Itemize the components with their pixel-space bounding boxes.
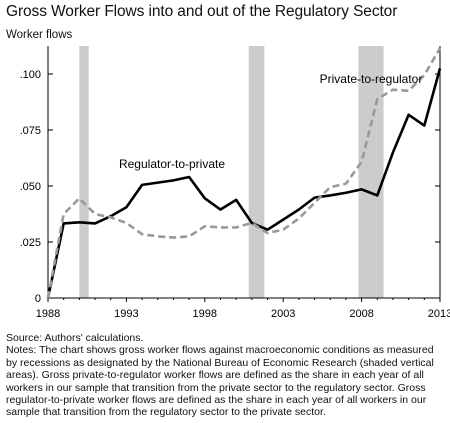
y-tick-label: .050 — [20, 181, 41, 193]
chart-notes: Source: Authors' calculations. Notes: Th… — [6, 332, 446, 419]
recession-bands — [79, 46, 384, 298]
series-lines — [46, 47, 442, 299]
series-line-1 — [46, 47, 442, 299]
y-tick-label: .025 — [20, 237, 41, 249]
series-annotation: Regulator-to-private — [119, 157, 225, 171]
x-tick-label: 2008 — [349, 308, 373, 320]
axes: 0 .025 .050 .075 .100 1988 1993 1998 2003 2008 201… — [20, 46, 450, 320]
recession-band-1 — [248, 46, 265, 298]
x-tick-label: 2003 — [271, 308, 295, 320]
y-axis-label: Worker flows — [6, 29, 73, 41]
plot-frame — [47, 46, 441, 299]
x-tick-label: 1993 — [114, 308, 138, 320]
y-tick-label: .075 — [20, 125, 41, 137]
series-line-0 — [46, 68, 442, 299]
recession-band-2 — [358, 46, 384, 298]
y-tick-label: 0 — [35, 293, 41, 305]
source-note: Source: Authors' calculations. — [6, 332, 144, 344]
series-annotations: Private-to-regulator Regulator-to-private — [119, 72, 422, 171]
notes-text: Notes: The chart shows gross worker flow… — [6, 344, 434, 419]
x-tick-label: 1998 — [193, 308, 217, 320]
y-tick-label: .100 — [20, 69, 41, 81]
x-tick-label: 1988 — [36, 308, 60, 320]
series-annotation: Private-to-regulator — [320, 72, 423, 86]
chart-title: Gross Worker Flows into and out of the R… — [6, 3, 398, 20]
x-tick-label: 2013 — [428, 308, 450, 320]
recession-band-0 — [79, 46, 89, 298]
line-chart: 0 .025 .050 .075 .100 1988 1993 1998 2003 2008 201… — [20, 46, 450, 320]
